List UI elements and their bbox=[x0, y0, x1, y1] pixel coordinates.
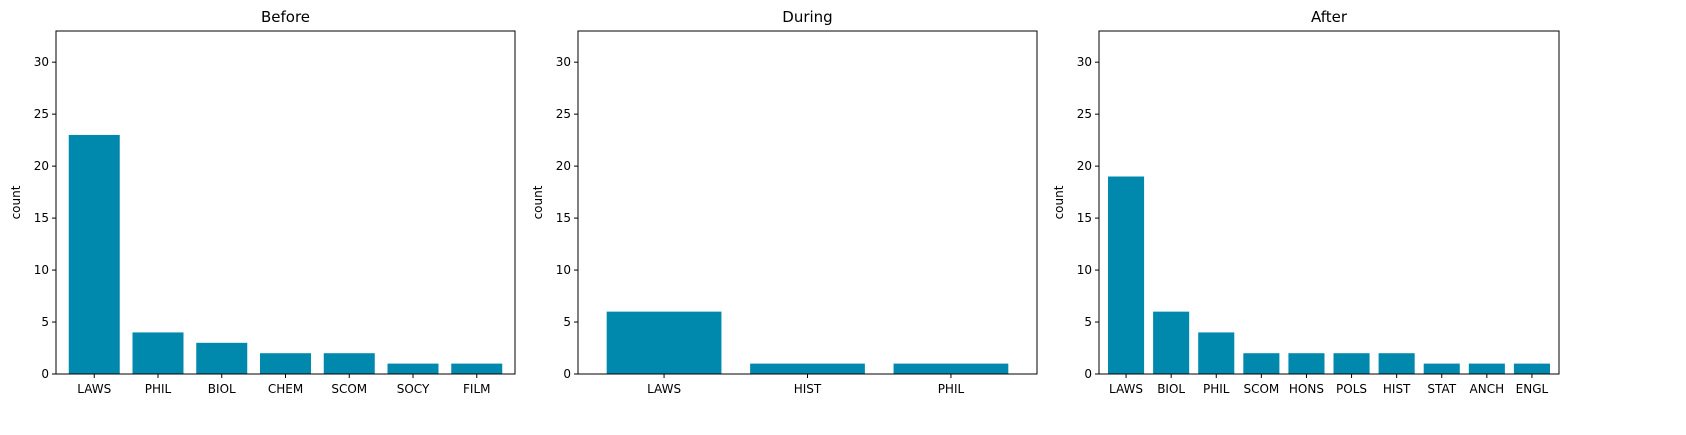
x-tick-label: LAWS bbox=[77, 382, 111, 396]
x-tick-label: SCOM bbox=[1243, 382, 1279, 396]
bar-engl bbox=[1513, 363, 1550, 374]
chart-title: Before bbox=[261, 8, 310, 26]
bar-laws bbox=[1108, 176, 1145, 374]
bar-scom bbox=[1243, 353, 1280, 374]
y-tick-label: 30 bbox=[556, 55, 571, 69]
y-tick-label: 20 bbox=[1077, 159, 1092, 173]
bar-biol bbox=[1153, 311, 1190, 374]
y-tick-label: 25 bbox=[34, 107, 49, 121]
bar-hist bbox=[750, 363, 865, 374]
x-tick-label: PHIL bbox=[1203, 382, 1230, 396]
bar-phil bbox=[1198, 332, 1235, 374]
chart-title: During bbox=[782, 8, 832, 26]
x-tick-label: LAWS bbox=[647, 382, 681, 396]
y-tick-label: 0 bbox=[41, 367, 49, 381]
x-tick-label: PHIL bbox=[145, 382, 172, 396]
chart-panel-2: 0 5 10 15 20 25 30 LAWS BIOL PHIL SCOM HONS POLS HIST… bbox=[1052, 8, 1560, 396]
y-axis-label: count bbox=[1052, 185, 1066, 219]
y-tick-label: 5 bbox=[563, 315, 571, 329]
x-tick-label: PHIL bbox=[938, 382, 965, 396]
bar-phil bbox=[132, 332, 184, 374]
bar-biol bbox=[196, 342, 248, 374]
bar-film bbox=[451, 363, 503, 374]
chart-panel-1: 0 5 10 15 20 25 30 LAWS HIST PHIL During count bbox=[531, 8, 1038, 396]
x-tick-label: HIST bbox=[1383, 382, 1411, 396]
y-tick-label: 5 bbox=[41, 315, 49, 329]
y-tick-label: 15 bbox=[34, 211, 49, 225]
y-tick-label: 0 bbox=[1084, 367, 1092, 381]
y-tick-label: 25 bbox=[556, 107, 571, 121]
bar-anch bbox=[1468, 363, 1505, 374]
axes-frame bbox=[55, 30, 516, 375]
chart-panel-0: 0 5 10 15 20 25 30 LAWS PHIL BIOL CHEM SCOM SOCY FILM… bbox=[9, 8, 516, 396]
x-tick-label: CHEM bbox=[268, 382, 303, 396]
x-tick-label: SOCY bbox=[397, 382, 430, 396]
x-tick-label: POLS bbox=[1336, 382, 1367, 396]
x-tick-label: FILM bbox=[463, 382, 490, 396]
y-tick-label: 0 bbox=[563, 367, 571, 381]
bar-laws bbox=[606, 311, 722, 374]
axes-frame bbox=[1098, 30, 1560, 375]
x-tick-label: SCOM bbox=[331, 382, 367, 396]
bar-hons bbox=[1288, 353, 1325, 374]
bar-socy bbox=[387, 363, 439, 374]
bar-laws bbox=[68, 134, 120, 374]
x-tick-label: BIOL bbox=[1157, 382, 1185, 396]
bar-scom bbox=[323, 353, 375, 374]
y-tick-label: 10 bbox=[556, 263, 571, 277]
x-tick-label: ANCH bbox=[1470, 382, 1505, 396]
y-tick-label: 30 bbox=[34, 55, 49, 69]
bar-chem bbox=[260, 353, 311, 374]
y-tick-label: 15 bbox=[556, 211, 571, 225]
y-axis-label: count bbox=[9, 185, 23, 219]
y-tick-label: 10 bbox=[34, 263, 49, 277]
bar-stat bbox=[1423, 363, 1460, 374]
bar-pols bbox=[1333, 353, 1370, 374]
y-tick-label: 20 bbox=[34, 159, 49, 173]
y-tick-label: 15 bbox=[1077, 211, 1092, 225]
bar-phil bbox=[893, 363, 1009, 374]
chart-title: After bbox=[1311, 8, 1348, 26]
x-tick-label: ENGL bbox=[1516, 382, 1549, 396]
y-axis-label: count bbox=[531, 185, 545, 219]
y-tick-label: 5 bbox=[1084, 315, 1092, 329]
x-tick-label: HONS bbox=[1289, 382, 1324, 396]
y-tick-label: 30 bbox=[1077, 55, 1092, 69]
x-tick-label: BIOL bbox=[208, 382, 236, 396]
y-tick-label: 25 bbox=[1077, 107, 1092, 121]
x-tick-label: HIST bbox=[794, 382, 822, 396]
y-tick-label: 20 bbox=[556, 159, 571, 173]
x-tick-label: LAWS bbox=[1109, 382, 1143, 396]
bar-hist bbox=[1378, 353, 1415, 374]
y-tick-label: 10 bbox=[1077, 263, 1092, 277]
x-tick-label: STAT bbox=[1427, 382, 1456, 396]
